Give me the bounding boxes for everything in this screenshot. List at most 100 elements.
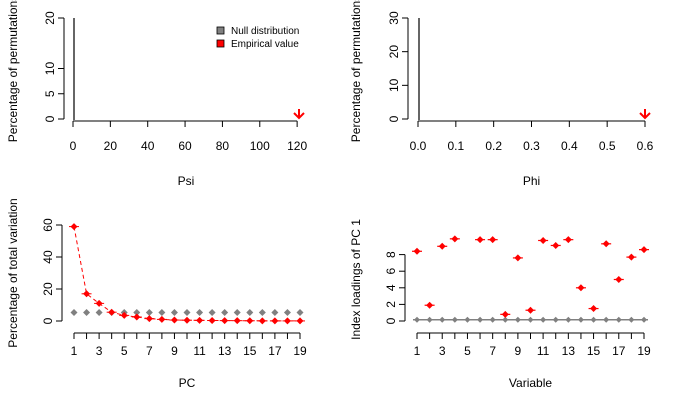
null-distribution-point [477, 316, 484, 323]
null-distribution-point [464, 316, 471, 323]
null-distribution-point [451, 316, 458, 323]
y-tick-label: 8 [384, 251, 398, 258]
empirical-value-arrowhead [293, 112, 305, 120]
empirical-value-point [501, 310, 509, 318]
null-distribution-point [246, 309, 254, 317]
x-tick-label: 60 [178, 139, 192, 153]
empirical-value-point [476, 236, 484, 244]
x-tick-label: 3 [439, 344, 446, 358]
null-distribution-point [83, 309, 91, 317]
x-tick-label: 13 [218, 344, 232, 358]
null-distribution-point [196, 309, 204, 317]
x-tick-label: 9 [515, 344, 522, 358]
x-tick-label: 1 [414, 344, 421, 358]
legend-label: Null distribution [231, 26, 299, 37]
legend-swatch [216, 26, 225, 35]
x-tick-label: 15 [243, 344, 257, 358]
null-distribution-point [565, 316, 572, 323]
null-distribution-point [170, 309, 178, 317]
x-tick-label: 0.6 [637, 139, 654, 153]
empirical-value-point [514, 254, 522, 262]
null-distribution-point [603, 316, 610, 323]
y-tick-label: 0 [384, 317, 398, 324]
null-distribution-point [208, 309, 216, 317]
null-distribution-point [414, 316, 420, 323]
x-tick-label: 120 [287, 139, 307, 153]
x-tick-label: 100 [250, 139, 270, 153]
x-axis-label: Phi [523, 174, 540, 188]
x-axis-label: Psi [178, 174, 195, 188]
null-distribution-point [70, 309, 78, 317]
x-tick-label: 1 [71, 344, 78, 358]
x-tick-label: 17 [612, 344, 626, 358]
null-distribution-point [577, 316, 584, 323]
y-tick-label: 40 [41, 250, 55, 264]
y-tick-label: 10 [387, 78, 401, 92]
y-axis-label: Percentage of total variation [6, 198, 20, 347]
x-tick-label: 5 [464, 344, 471, 358]
y-axis-label: Index loadings of PC 1 [349, 219, 363, 340]
null-distribution-point [590, 316, 597, 323]
x-tick-label: 17 [268, 344, 282, 358]
null-distribution-point [426, 316, 433, 323]
null-distribution-point [158, 309, 166, 317]
y-tick-label: 30 [387, 11, 401, 25]
null-distribution-point [296, 309, 304, 317]
empirical-value-point [451, 235, 459, 243]
y-tick-label: 4 [384, 284, 398, 291]
null-distribution-point [133, 309, 141, 317]
y-tick-label: 10 [43, 62, 57, 76]
y-axis-label: Percentage of permutations [349, 0, 363, 142]
empirical-value-point [564, 236, 572, 244]
x-tick-label: 0.1 [447, 139, 464, 153]
y-tick-label: 0 [41, 317, 55, 324]
x-tick-label: 0.0 [410, 139, 427, 153]
x-tick-label: 7 [489, 344, 496, 358]
null-distribution-point [552, 316, 559, 323]
empirical-value-point [527, 306, 534, 314]
null-distribution-point [258, 309, 266, 317]
empirical-value-point [539, 236, 547, 244]
null-distribution-point [641, 316, 647, 323]
empirical-value-point [615, 276, 623, 283]
x-tick-label: 0.2 [485, 139, 502, 153]
y-tick-label: 20 [41, 282, 55, 296]
null-distribution-point [502, 316, 509, 323]
y-tick-label: 0 [43, 115, 57, 122]
x-tick-label: 3 [96, 344, 103, 358]
legend-swatch [216, 39, 225, 48]
empirical-value-point [602, 240, 610, 248]
psi-histogram-panel: 0 20 40 60 80 100 120 0 5 10 20 Psi Percentage of pe… [6, 0, 307, 188]
y-tick-label: 20 [43, 11, 57, 25]
x-tick-label: 40 [141, 139, 155, 153]
x-tick-label: 0 [70, 139, 77, 153]
x-tick-label: 15 [587, 344, 601, 358]
x-tick-label: 0.4 [561, 139, 578, 153]
y-tick-label: 2 [384, 301, 398, 308]
x-tick-label: 11 [537, 344, 550, 358]
y-tick-label: 6 [384, 268, 398, 275]
empirical-value-point [413, 247, 421, 255]
empirical-value-point [640, 246, 648, 254]
y-tick-label: 5 [43, 90, 57, 97]
y-tick-label: 60 [41, 218, 55, 232]
x-tick-label: 20 [104, 139, 118, 153]
x-tick-label: 13 [562, 344, 576, 358]
empirical-value-point [577, 284, 585, 292]
empirical-value-point [590, 305, 598, 313]
legend: Null distribution Empirical value [216, 26, 299, 50]
null-distribution-point [527, 316, 534, 323]
x-tick-label: 19 [637, 344, 651, 358]
x-tick-label: 80 [216, 139, 230, 153]
null-distribution-point [439, 316, 446, 323]
null-distribution-point [271, 309, 279, 317]
y-axis-label: Percentage of permutations [6, 0, 20, 142]
x-tick-label: 5 [121, 344, 128, 358]
null-distribution-point [489, 316, 496, 323]
phi-histogram-panel: 0.0 0.1 0.2 0.3 0.4 0.5 0.6 0 10 20 30 Phi Percentag… [349, 0, 654, 188]
null-distribution-point [283, 309, 291, 317]
x-tick-label: 7 [146, 344, 153, 358]
y-tick-label: 20 [387, 45, 401, 59]
